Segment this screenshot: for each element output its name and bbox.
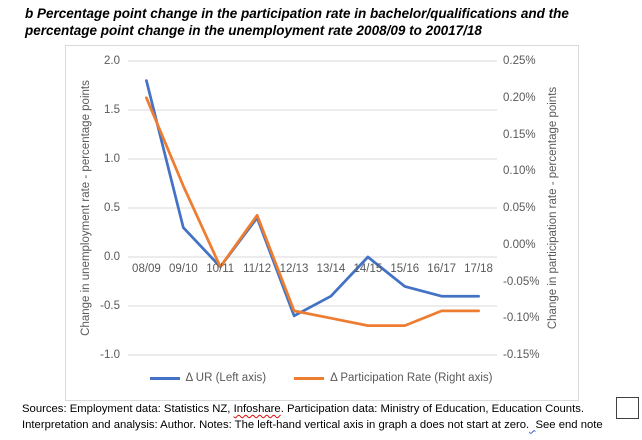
x-axis-tick: 16/17 <box>427 263 457 275</box>
left-axis-tick: -0.5 <box>100 300 120 312</box>
legend-item: Δ UR (Left axis) <box>149 372 267 384</box>
right-axis-tick: -0.15% <box>503 349 540 361</box>
right-axis-tick: 0.00% <box>503 238 536 251</box>
legend-line-swatch <box>149 376 180 380</box>
chart-title: b Percentage point change in the partici… <box>25 6 569 38</box>
spellcheck-word: Infoshare <box>233 403 281 415</box>
right-axis-tick: 0.25% <box>503 55 536 67</box>
legend-label: Δ UR (Left axis) <box>185 372 267 384</box>
chart-frame <box>65 45 579 401</box>
right-axis-tick: 0.20% <box>503 91 536 104</box>
left-axis-tick: 1.5 <box>104 104 120 116</box>
series-line-participation <box>145 96 480 327</box>
source-note-text: See end note <box>535 418 603 431</box>
left-axis-tick: 2.0 <box>104 55 120 67</box>
source-note-text: . Participation data: Ministry of Educat… <box>22 403 584 431</box>
x-axis-tick: 11/12 <box>243 263 272 275</box>
x-axis-tick: 08/09 <box>132 263 161 275</box>
empty-marker-box <box>616 397 639 419</box>
left-axis-tick: -1.0 <box>100 349 120 361</box>
x-axis-tick: 12/13 <box>279 263 309 275</box>
legend: Δ UR (Left axis) Δ Participation Rate (Ri… <box>65 372 577 384</box>
right-axis-tick: 0.10% <box>503 165 536 178</box>
legend-item: Δ Participation Rate (Right axis) <box>294 372 492 384</box>
x-axis-tick: 13/14 <box>316 263 346 275</box>
x-axis-tick: 09/10 <box>168 263 198 275</box>
legend-label: Δ Participation Rate (Right axis) <box>330 372 493 384</box>
x-axis-tick: 17/18 <box>464 263 493 275</box>
right-axis-tick: 0.05% <box>503 202 536 214</box>
left-axis-tick: 1.0 <box>104 153 120 165</box>
right-axis-tick: -0.10% <box>503 312 540 325</box>
right-axis-tick: 0.15% <box>503 128 536 141</box>
left-axis-tick: 0.0 <box>104 251 120 263</box>
series-line-ur <box>145 79 480 318</box>
source-note-text: Sources: Employment data: Statistics NZ, <box>22 403 234 415</box>
x-axis-tick: 14/15 <box>353 263 383 275</box>
right-axis-title: Change in participation rate - percentag… <box>547 86 559 330</box>
source-note: Sources: Employment data: Statistics NZ,… <box>22 402 622 433</box>
x-axis-tick: 15/16 <box>390 263 420 275</box>
left-axis-title: Change in unemployment rate - percentage… <box>80 80 92 336</box>
legend-line-swatch <box>294 376 325 380</box>
x-axis-tick: 10/11 <box>206 263 235 275</box>
right-axis-tick: -0.05% <box>503 275 540 288</box>
left-axis-tick: 0.5 <box>104 202 120 214</box>
